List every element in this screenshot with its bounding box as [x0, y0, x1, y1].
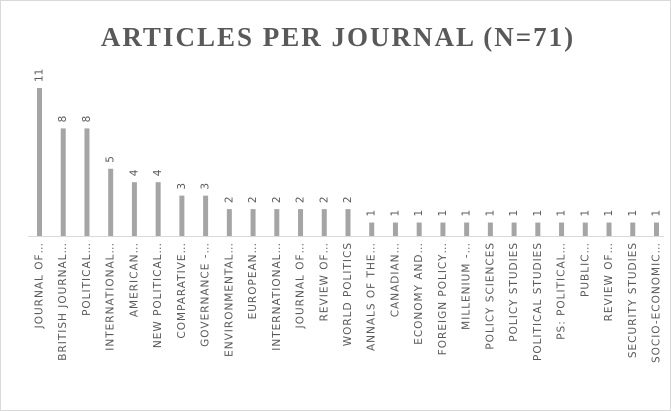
x-tick-label: MILLENIUM -… [461, 242, 473, 330]
x-tick-label: NEW POLITICAL… [152, 242, 164, 348]
bar [274, 209, 280, 236]
bar [84, 128, 90, 236]
x-tick-label: POLITICAL… [81, 242, 93, 316]
x-tick-label: ECONOMY AND… [413, 242, 425, 345]
bar [392, 222, 398, 236]
x-tick-label: ENVIRONMENTAL… [223, 242, 235, 357]
x-tick-label: POLICY SCIENCES [484, 242, 496, 350]
bar [582, 222, 588, 236]
data-label: 1 [413, 210, 425, 217]
bar [535, 222, 541, 236]
data-label: 1 [366, 210, 378, 217]
bar [179, 195, 185, 236]
x-tick-label: PUBLIC… [579, 242, 591, 297]
bar [630, 222, 636, 236]
x-tick-label: WORLD POLITICS [342, 242, 354, 346]
data-label: 4 [152, 169, 164, 176]
data-label: 1 [556, 210, 568, 217]
bar [559, 222, 565, 236]
data-label: 11 [34, 69, 46, 82]
data-label: 1 [579, 210, 591, 217]
x-tick-label: REVIEW OF… [318, 242, 330, 321]
data-label: 1 [532, 210, 544, 217]
x-tick-label: INTERNATIONAL… [105, 242, 117, 351]
data-label: 8 [81, 116, 93, 123]
bar [37, 88, 42, 236]
bar [440, 222, 446, 236]
data-label: 3 [200, 183, 212, 190]
data-label: 2 [295, 196, 307, 203]
x-tick-label: FOREIGN POLICY… [437, 242, 449, 355]
bar [345, 209, 351, 236]
x-tick-label: INTERNATIONAL… [271, 242, 283, 351]
data-label: 2 [223, 196, 235, 203]
bar [131, 182, 137, 236]
bar [369, 222, 375, 236]
x-tick-label: BRITISH JOURNAL… [57, 242, 69, 361]
x-tick-label: AMERICAN… [128, 242, 140, 317]
bar [606, 222, 612, 236]
bar [203, 195, 209, 236]
data-label: 1 [603, 210, 615, 217]
bar [653, 222, 659, 236]
x-tick-label: JOURNAL OF… [34, 242, 46, 329]
bar [321, 209, 327, 236]
data-label: 8 [57, 116, 69, 123]
data-label: 4 [128, 169, 140, 176]
x-tick-label: EUROPEAN… [247, 242, 259, 319]
x-tick-label: JOURNAL OF… [295, 242, 307, 329]
data-label: 5 [105, 156, 117, 163]
data-label: 1 [627, 210, 639, 217]
x-tick-label: COMPARATIVE… [176, 242, 188, 339]
x-tick-label: SOCIO-ECONOMIC… [650, 242, 662, 363]
data-label: 2 [318, 196, 330, 203]
data-label: 3 [176, 183, 188, 190]
bar [487, 222, 493, 236]
bar [416, 222, 422, 236]
data-label: 1 [484, 210, 496, 217]
x-tick-label: ANNALS OF THE… [366, 242, 378, 351]
data-label: 1 [650, 210, 662, 217]
x-tick-label: POLITICAL STUDIES [532, 242, 544, 361]
data-label: 1 [389, 210, 401, 217]
x-tick-label: GOVERNANCE -… [200, 242, 212, 347]
bar [250, 209, 256, 236]
x-tick-label: POLICY STUDIES [508, 242, 520, 342]
data-label: 1 [461, 210, 473, 217]
x-tick-label: CANADIAN… [389, 242, 401, 317]
bar [511, 222, 517, 236]
bar [464, 222, 470, 236]
bar [60, 128, 66, 236]
data-label: 2 [271, 196, 283, 203]
data-label: 1 [508, 210, 520, 217]
data-label: 2 [342, 196, 354, 203]
chart-title: ARTICLES PER JOURNAL (N=71) [101, 22, 575, 52]
x-tick-label: PS: POLITICAL… [556, 242, 568, 340]
data-label: 1 [437, 210, 449, 217]
x-tick-label: SECURITY STUDIES [627, 242, 639, 358]
data-label: 2 [247, 196, 259, 203]
bar [155, 182, 161, 236]
bar [108, 168, 114, 236]
bar [298, 209, 304, 236]
bar [226, 209, 232, 236]
x-tick-label: REVIEW OF… [603, 242, 615, 321]
